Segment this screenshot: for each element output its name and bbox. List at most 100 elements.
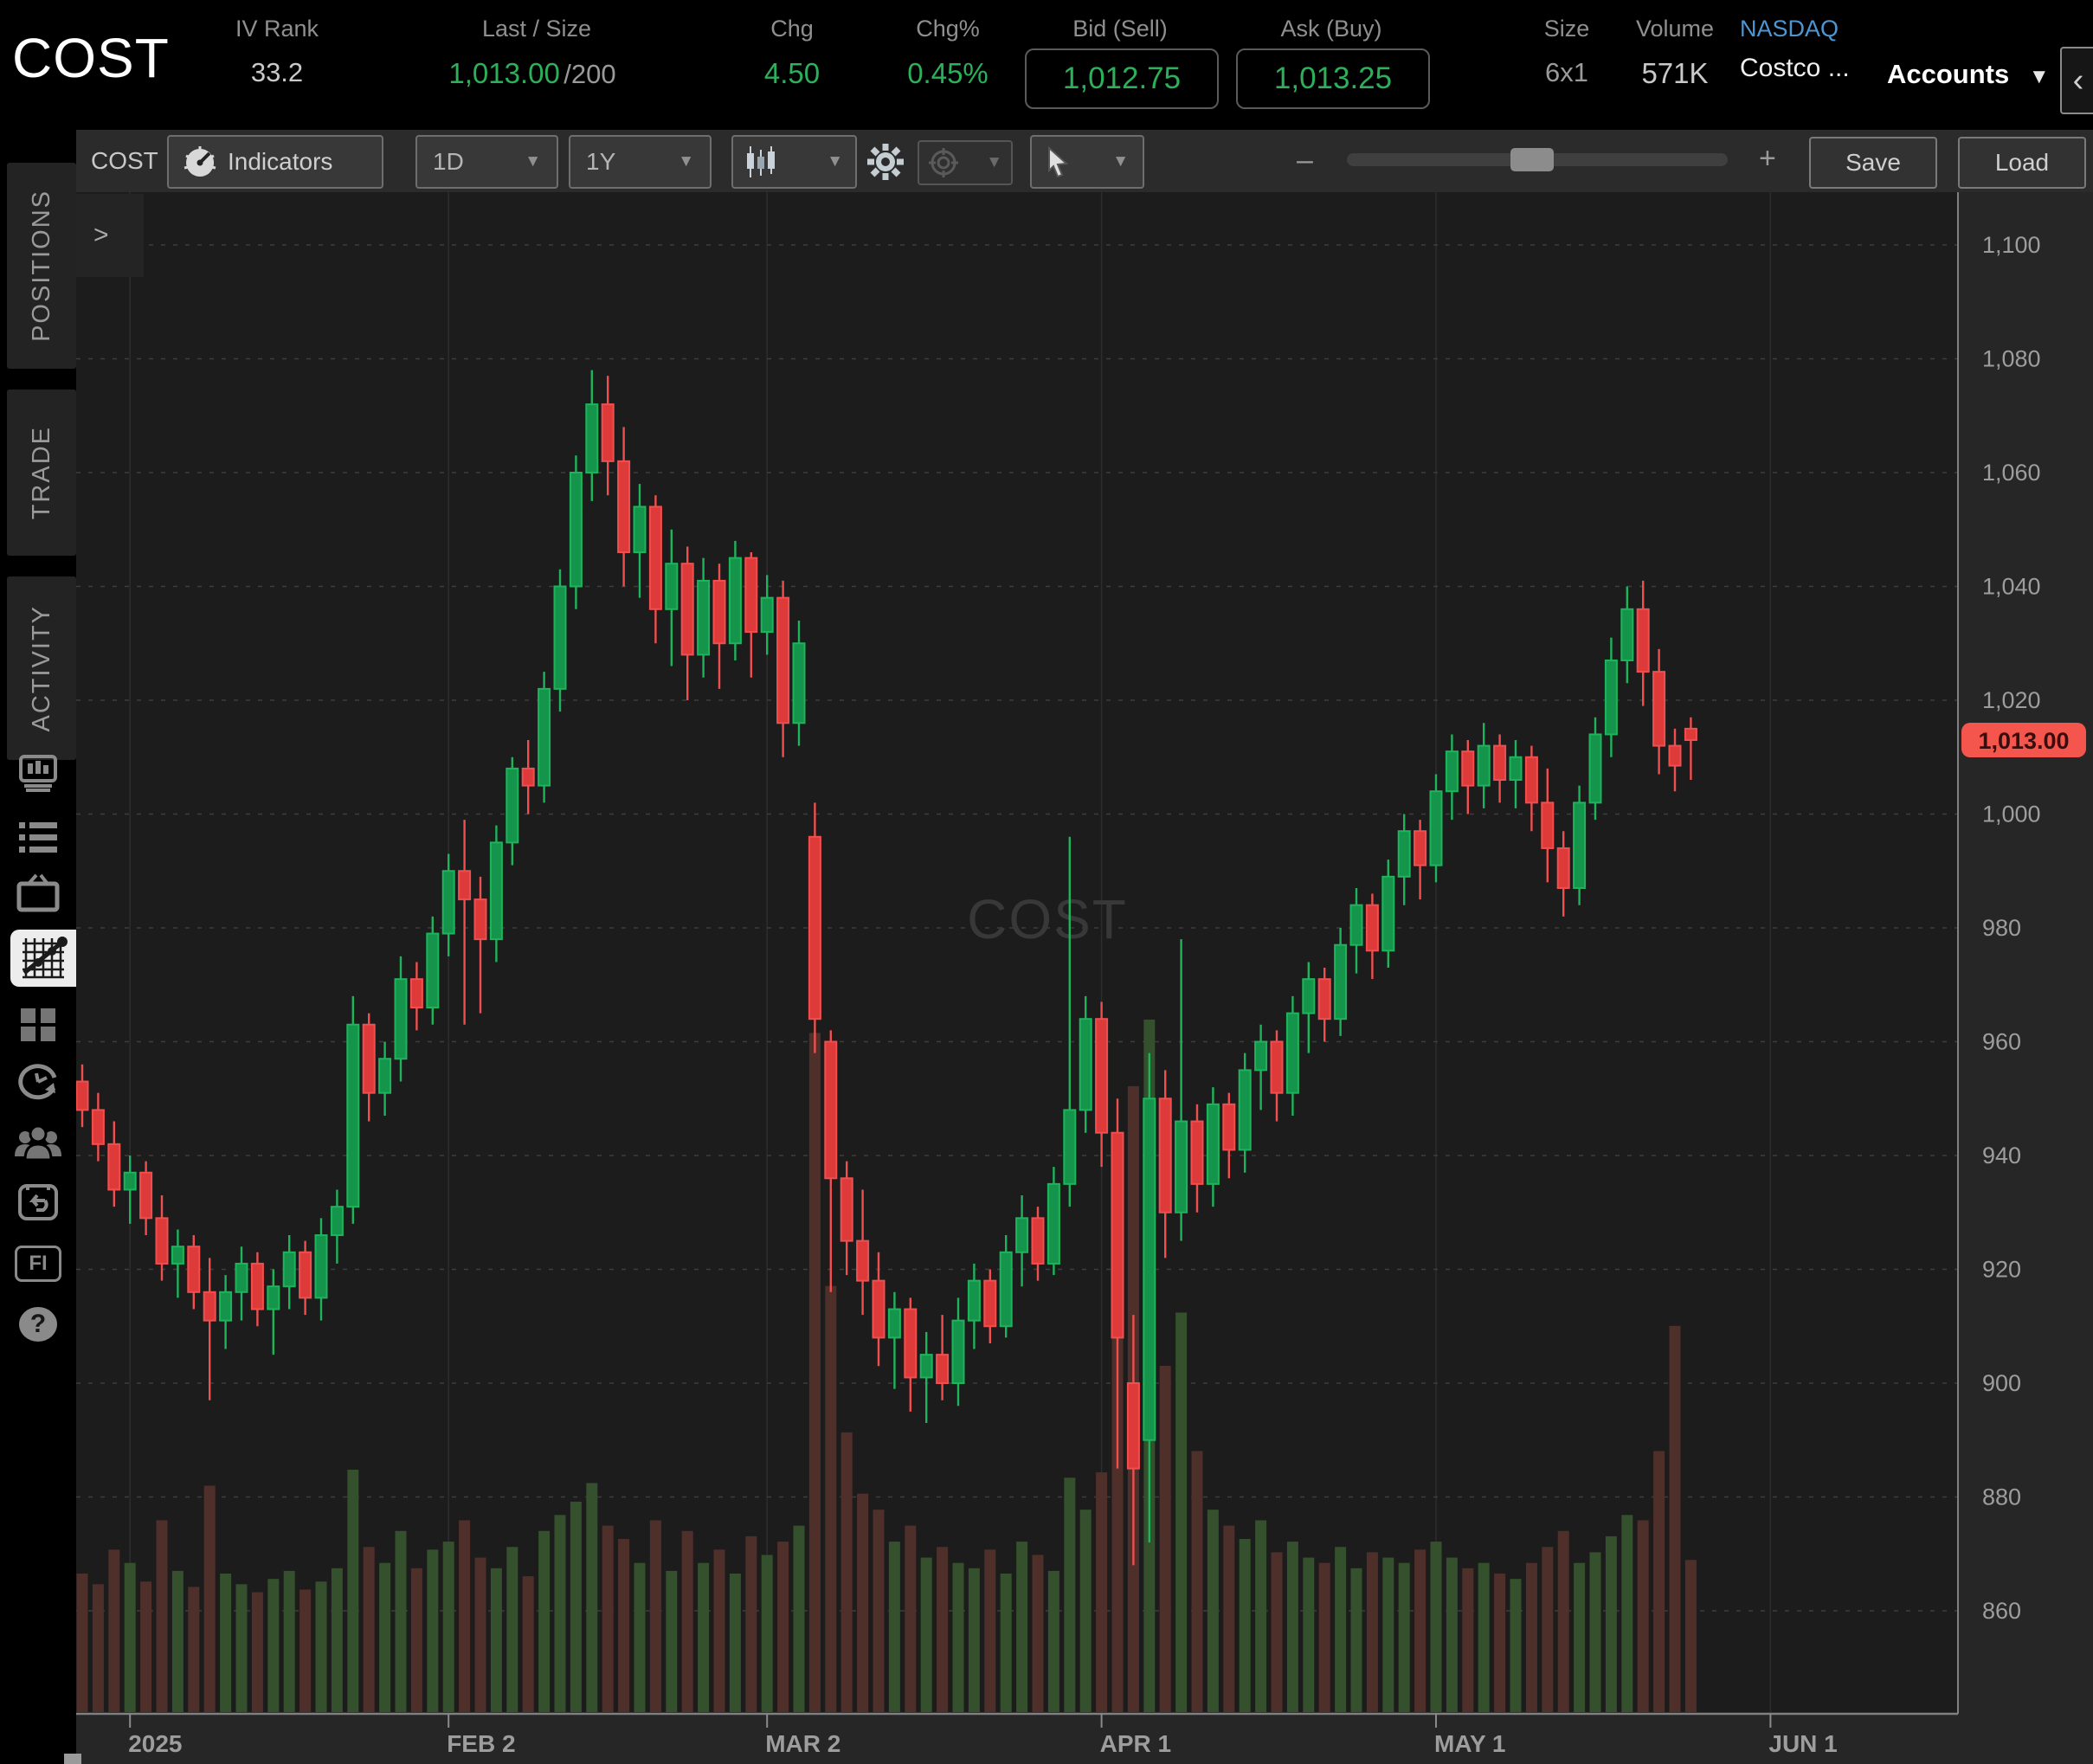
volume-bar bbox=[1398, 1562, 1410, 1712]
size-label: Size bbox=[1543, 16, 1590, 42]
candle-body bbox=[1095, 1018, 1109, 1134]
volume-bar bbox=[1494, 1574, 1506, 1712]
price-axis-label: 1,020 bbox=[1982, 687, 2041, 713]
candle-body bbox=[697, 579, 711, 656]
volume-bar bbox=[1271, 1552, 1283, 1712]
volume-bar bbox=[363, 1547, 375, 1712]
candle-body bbox=[155, 1217, 169, 1265]
candle-body bbox=[1493, 744, 1507, 782]
sidebar-tab-activity[interactable]: ACTIVITY bbox=[7, 576, 76, 760]
time-axis-label: JUN 1 bbox=[1768, 1730, 1837, 1757]
calendar-back-button[interactable] bbox=[12, 1177, 64, 1226]
candle-body bbox=[872, 1279, 886, 1339]
bid-button[interactable]: 1,012.75 bbox=[1025, 48, 1219, 109]
volume-bar bbox=[873, 1510, 885, 1712]
candle-body bbox=[633, 505, 647, 554]
candle-body bbox=[919, 1354, 933, 1379]
panel-expander-button[interactable]: > bbox=[76, 194, 144, 277]
volume-bar bbox=[1557, 1530, 1569, 1712]
volume-bar bbox=[171, 1570, 184, 1712]
list-icon bbox=[19, 822, 57, 853]
volume-bar bbox=[538, 1530, 551, 1712]
volume-bar bbox=[937, 1547, 949, 1712]
tv-button[interactable] bbox=[12, 871, 64, 919]
range-value: 1Y bbox=[586, 148, 616, 175]
price-axis-label: 1,000 bbox=[1982, 802, 2041, 827]
volume-bar bbox=[984, 1549, 996, 1712]
candle-body bbox=[330, 1206, 344, 1237]
volume-bar bbox=[203, 1485, 216, 1712]
zoom-in-button[interactable]: + bbox=[1759, 142, 1776, 175]
candle-body bbox=[936, 1354, 950, 1384]
dashboard-button[interactable] bbox=[12, 1001, 64, 1049]
help-button[interactable]: ? bbox=[12, 1300, 64, 1349]
chart-settings-button[interactable] bbox=[864, 140, 907, 188]
volume-bar bbox=[395, 1530, 407, 1712]
candle-body bbox=[808, 835, 821, 1020]
chg-pct-label: Chg% bbox=[916, 16, 980, 42]
volume-bar bbox=[140, 1581, 152, 1712]
candle-body bbox=[362, 1023, 376, 1094]
volume-bar bbox=[649, 1520, 661, 1712]
volume-bar bbox=[1446, 1557, 1458, 1712]
price-axis-label: 980 bbox=[1982, 915, 2021, 941]
fi-button[interactable]: FI bbox=[12, 1239, 64, 1288]
zoom-out-button[interactable]: – bbox=[1297, 144, 1313, 177]
load-button[interactable]: Load bbox=[1958, 137, 2086, 189]
ticker-symbol: COST bbox=[12, 27, 170, 89]
volume-bar bbox=[1589, 1552, 1601, 1712]
cursor-tool-dropdown[interactable]: ▼ bbox=[1030, 135, 1144, 189]
chart-tab-active[interactable] bbox=[10, 930, 76, 987]
range-dropdown[interactable]: 1Y ▼ bbox=[569, 135, 712, 189]
collapse-panel-button[interactable]: ‹ bbox=[2060, 47, 2093, 114]
candle-body bbox=[1270, 1040, 1284, 1094]
volume-bar bbox=[1159, 1366, 1171, 1712]
candle-body bbox=[394, 978, 408, 1060]
save-button[interactable]: Save bbox=[1809, 137, 1937, 189]
volume-bar bbox=[554, 1515, 566, 1712]
indicators-button[interactable]: Indicators bbox=[167, 135, 383, 189]
candle-body bbox=[1509, 756, 1523, 782]
gear-icon bbox=[867, 144, 904, 180]
accounts-menu[interactable]: Accounts ▼ bbox=[1887, 59, 2050, 90]
chevron-down-icon: ▼ bbox=[827, 152, 843, 171]
social-button[interactable] bbox=[12, 1118, 64, 1167]
zoom-slider-thumb[interactable] bbox=[1510, 148, 1554, 171]
chart-type-dropdown[interactable]: ▼ bbox=[731, 135, 857, 189]
ask-label: Ask (Buy) bbox=[1280, 16, 1382, 42]
chevron-down-icon: ▼ bbox=[2028, 65, 2050, 88]
volume-bar bbox=[76, 1574, 88, 1712]
volume-bar bbox=[793, 1525, 805, 1712]
sidebar-tab-positions[interactable]: POSITIONS bbox=[7, 163, 76, 369]
volume-bar bbox=[888, 1542, 900, 1712]
last-size-label: Last / Size bbox=[481, 16, 592, 42]
ask-button[interactable]: 1,013.25 bbox=[1236, 48, 1430, 109]
volume-bar bbox=[1079, 1510, 1092, 1712]
history-button[interactable] bbox=[12, 1058, 64, 1106]
candle-body bbox=[1636, 608, 1650, 673]
volume-bar bbox=[1096, 1472, 1108, 1712]
volume-bar bbox=[1303, 1557, 1315, 1712]
candle-body bbox=[1652, 671, 1666, 747]
scrollbar-corner[interactable] bbox=[64, 1754, 81, 1764]
volume-value: 571K bbox=[1641, 57, 1709, 89]
volume-bar bbox=[156, 1520, 168, 1712]
timeframe-dropdown[interactable]: 1D ▼ bbox=[415, 135, 558, 189]
chart-plot[interactable]: 1,100 1,080 1,060 1,040 1,020 1,000 980 960 940 9… bbox=[76, 192, 2093, 1764]
volume-bar bbox=[1207, 1510, 1219, 1712]
plot-background[interactable] bbox=[76, 192, 1958, 1714]
price-axis-area[interactable] bbox=[1958, 192, 2093, 1714]
candle-body bbox=[904, 1308, 918, 1379]
price-axis-label: 900 bbox=[1982, 1370, 2021, 1396]
cursor-icon bbox=[1048, 146, 1069, 177]
sidebar-tab-trade[interactable]: TRADE bbox=[7, 389, 76, 556]
volume-bar bbox=[968, 1568, 980, 1712]
crosshair-dropdown[interactable]: ▼ bbox=[918, 140, 1013, 185]
quote-board-button[interactable] bbox=[12, 750, 64, 798]
watchlist-button[interactable] bbox=[12, 814, 64, 862]
chart-watermark: COST bbox=[967, 888, 1128, 950]
time-axis-area[interactable] bbox=[76, 1714, 2093, 1764]
candle-body bbox=[282, 1251, 296, 1288]
candle-body bbox=[824, 1040, 838, 1180]
candle-body bbox=[1175, 1120, 1188, 1214]
